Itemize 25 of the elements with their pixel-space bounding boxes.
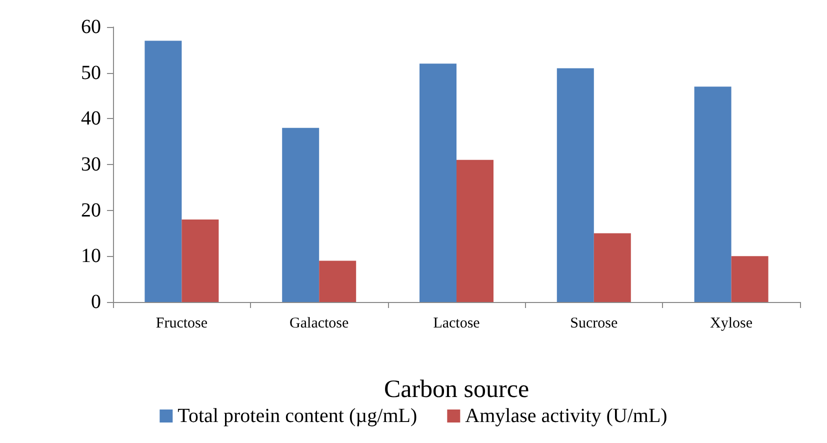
y-tick-label: 60 [81,16,101,38]
x-tick-label: Sucrose [570,316,618,332]
x-tick-label: Fructose [156,316,208,332]
bar [420,64,456,302]
bar [456,160,494,302]
x-tick-label: Lactose [433,316,480,332]
bar [594,233,631,302]
bar [182,220,219,302]
x-tick-label: Xylose [710,316,753,332]
x-tick-label: Galactose [290,316,350,332]
x-axis-title: Carbon source [384,376,530,403]
legend-label: Amylase activity (U/mL) [465,405,668,427]
y-tick-label: 40 [81,108,101,130]
bar [694,86,732,302]
legend-label: Total protein content (µg/mL) [178,405,418,427]
y-tick-label: 0 [91,291,101,313]
y-tick-label: 30 [81,154,101,176]
bar [556,68,594,302]
bar [731,256,768,302]
y-tick-label: 50 [81,62,101,84]
y-tick-label: 20 [81,199,101,222]
bar [144,40,182,302]
bar [282,128,320,302]
y-tick-label: 10 [81,245,101,268]
bar [319,260,356,302]
